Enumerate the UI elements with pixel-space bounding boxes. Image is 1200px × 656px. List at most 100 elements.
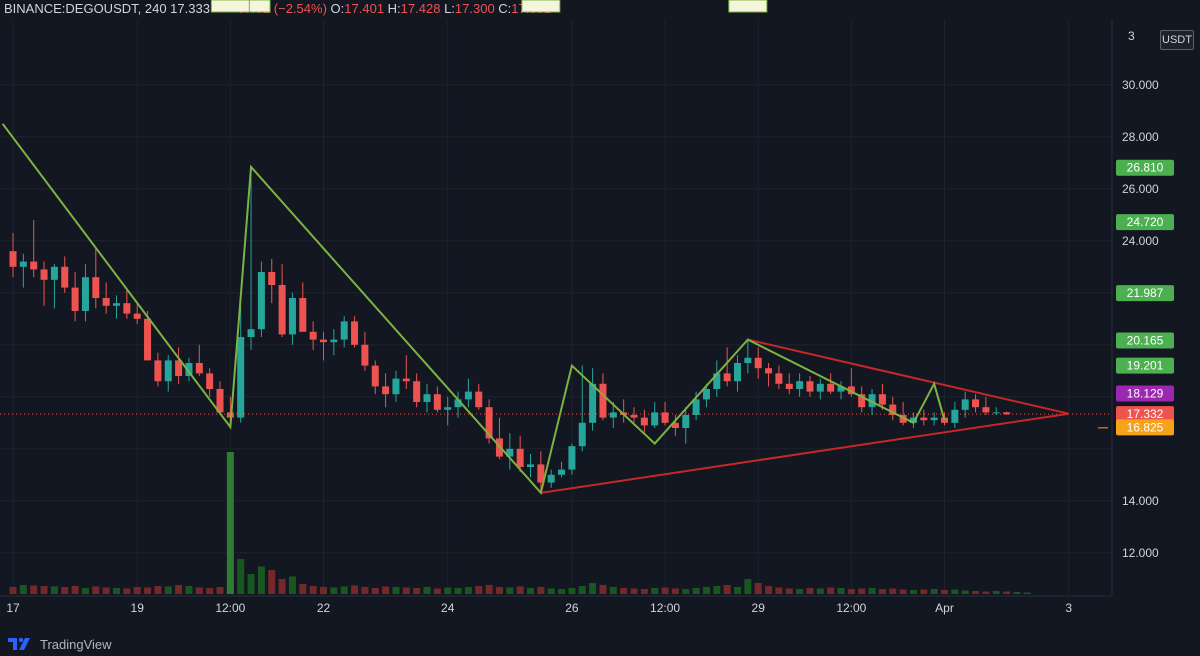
candle-body: [61, 266, 69, 288]
candle-body: [992, 412, 1000, 414]
high-value: 17.428: [400, 1, 441, 16]
price-tag: 24.720: [1127, 215, 1164, 229]
candle-body: [392, 378, 400, 395]
candle-body: [81, 277, 89, 311]
candle-body: [909, 417, 917, 423]
tradingview-logo-icon[interactable]: [8, 636, 36, 652]
volume-bar: [413, 588, 421, 594]
volume-bar: [402, 587, 410, 594]
candlestick-chart[interactable]: 26.84116.835 14.306 20.200 3 30.000 28.000 26…: [0, 0, 1200, 630]
candle-body: [827, 383, 835, 392]
volume-bar: [392, 587, 400, 594]
candle-body: [444, 407, 452, 410]
time-tick: 17: [6, 601, 20, 615]
candle-body: [206, 373, 214, 389]
pivot-label-box: [521, 0, 561, 13]
volume-bar: [713, 586, 721, 594]
volume-bar: [651, 588, 659, 594]
volume-bar: [640, 589, 648, 594]
low-value: 17.300: [454, 1, 495, 16]
candle-body: [847, 386, 855, 395]
candle-body: [837, 386, 845, 392]
volume-bar: [19, 585, 27, 594]
volume-bar: [920, 589, 928, 594]
volume-bar: [858, 588, 866, 594]
close-label: C:: [498, 1, 512, 16]
volume-bar: [630, 588, 638, 594]
time-axis[interactable]: 17 19 12:00 22 24 26 12:00 29 12:00 Apr 3: [0, 595, 1112, 615]
volume-bar: [702, 587, 710, 594]
volume-bar: [288, 576, 296, 594]
candle-body: [640, 417, 648, 426]
volume-bar: [847, 589, 855, 594]
volume-bar: [154, 586, 162, 594]
volume-bar: [475, 586, 483, 594]
candle-body: [247, 329, 255, 337]
symbol-title[interactable]: BINANCE:DEGOUSDT, 240: [4, 1, 167, 16]
volume-bar: [102, 587, 110, 594]
time-tick: 26: [565, 601, 579, 615]
candle-body: [1003, 412, 1011, 415]
volume-bar: [961, 590, 969, 594]
candle-body: [433, 394, 441, 410]
volume-bar: [423, 587, 431, 594]
price-tag-box: [1116, 385, 1174, 402]
volume-bar: [558, 589, 566, 594]
volume-bar: [1023, 592, 1031, 594]
volume-bar: [796, 589, 804, 594]
volume-bar: [868, 588, 876, 594]
candle-body: [630, 415, 638, 418]
candle-body: [972, 399, 980, 408]
candle-body: [713, 373, 721, 389]
price-tick: 14.000: [1122, 494, 1159, 508]
candle-body: [899, 415, 907, 423]
volume-bar: [785, 588, 793, 594]
price-axis[interactable]: 3 30.000 28.000 26.000 24.000 14.000 12.000: [1111, 0, 1200, 630]
volume-bar: [941, 590, 948, 594]
volume-bar: [816, 588, 824, 594]
volume-bar: [30, 585, 38, 594]
candle-body: [723, 373, 731, 382]
candle-body: [765, 368, 773, 374]
price-tag-box: [1116, 159, 1174, 176]
triangle-upper-line: [747, 338, 1069, 415]
volume-bar: [371, 588, 379, 594]
volume-bar: [278, 579, 286, 594]
candle-body: [485, 407, 493, 439]
brand-name[interactable]: TradingView: [40, 637, 112, 652]
volume-bars: [9, 452, 1031, 594]
volume-bar: [754, 583, 762, 594]
candle-body: [71, 287, 79, 311]
candle-body: [278, 285, 286, 335]
volume-bar: [589, 583, 597, 594]
price-tag: 21.987: [1127, 286, 1164, 300]
volume-bar: [382, 586, 390, 594]
zigzag-line: [1, 123, 946, 495]
currency-label[interactable]: USDT: [1160, 30, 1194, 50]
volume-bar: [899, 589, 907, 594]
candle-body: [9, 251, 17, 267]
volume-bar: [185, 586, 193, 594]
candle-body: [413, 381, 421, 402]
price-tag: 19.201: [1127, 359, 1164, 373]
price-tag: 20.165: [1127, 334, 1164, 348]
candle-body: [216, 389, 224, 413]
price-tag-box: [1116, 419, 1174, 436]
volume-bar: [9, 587, 17, 594]
price-tag-box: [1116, 285, 1174, 302]
grid: [0, 20, 1112, 595]
volume-bar: [92, 586, 100, 594]
volume-bar: [982, 591, 990, 594]
candle-body: [796, 381, 804, 389]
volume-bar: [40, 586, 48, 594]
candle-body: [775, 373, 783, 384]
volume-bar: [175, 585, 183, 594]
footer: TradingView: [0, 630, 1200, 656]
pivot-label-box: [728, 0, 768, 13]
volume-bar: [599, 585, 607, 594]
candle-body: [589, 383, 597, 423]
volume-bar: [309, 586, 317, 594]
volume-bar: [257, 566, 265, 594]
volume-bar: [299, 584, 307, 594]
candle-body: [351, 321, 359, 345]
